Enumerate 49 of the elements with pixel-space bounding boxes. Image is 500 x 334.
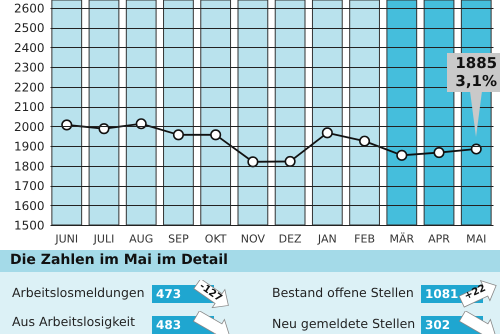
point <box>396 150 408 161</box>
text: Neu gemeldete Stellen <box>272 316 416 331</box>
text: Bestand offene Stellen <box>272 285 414 300</box>
point <box>359 136 370 147</box>
y-tick-label: 1500 <box>14 218 44 232</box>
y-tick-label: 2400 <box>14 40 44 55</box>
y-tick-label: 2600 <box>14 1 44 16</box>
x-tick-label: OKT <box>204 232 227 246</box>
text: 483 <box>152 316 214 334</box>
y-tick-label: 2500 <box>14 21 44 36</box>
point <box>247 156 258 168</box>
text: +22 <box>462 282 488 302</box>
x-tick-label: MÄR <box>389 232 414 246</box>
y-tick-label: 2200 <box>14 80 44 94</box>
point <box>98 123 110 134</box>
x-tick-label: JULI <box>92 232 114 246</box>
point <box>284 156 296 167</box>
point <box>136 118 147 130</box>
text: Die Zahlen im Mai im Detail <box>10 252 228 268</box>
point <box>322 127 333 138</box>
y-tick-label: 1700 <box>14 179 44 194</box>
y-tick-label: 1600 <box>14 198 44 213</box>
text: 473 <box>156 287 182 301</box>
x-tick-label: JUNI <box>54 232 78 246</box>
y-tick-label: 1800 <box>14 159 44 174</box>
x-tick-label: DEZ <box>278 232 302 246</box>
annotation: 3,1% <box>454 72 498 90</box>
point <box>172 129 184 140</box>
x-tick-label: AUG <box>129 232 154 246</box>
point <box>433 147 445 158</box>
point <box>210 129 222 140</box>
x-tick-label: JAN <box>316 232 337 246</box>
text: Aus Arbeitslosigkeit <box>12 314 136 329</box>
text: -127 <box>197 280 224 304</box>
x-tick-label: NOV <box>240 232 266 246</box>
x-tick-label: MAI <box>466 232 486 246</box>
y-tick-label: 2000 <box>14 120 44 134</box>
y-tick-label: 2300 <box>14 60 44 75</box>
data-label: 1885 <box>454 54 498 72</box>
x-tick-label: APR <box>428 232 450 246</box>
x-tick-label: FEB <box>354 232 375 246</box>
text: 302 <box>421 316 483 334</box>
y-tick-label: 2100 <box>14 100 44 114</box>
point <box>470 143 482 155</box>
point <box>61 119 72 130</box>
text: Arbeitslosmeldungen <box>12 285 145 300</box>
text: 1081 <box>425 287 458 301</box>
y-tick-label: 1900 <box>14 140 44 154</box>
x-tick-label: SEP <box>168 232 190 246</box>
